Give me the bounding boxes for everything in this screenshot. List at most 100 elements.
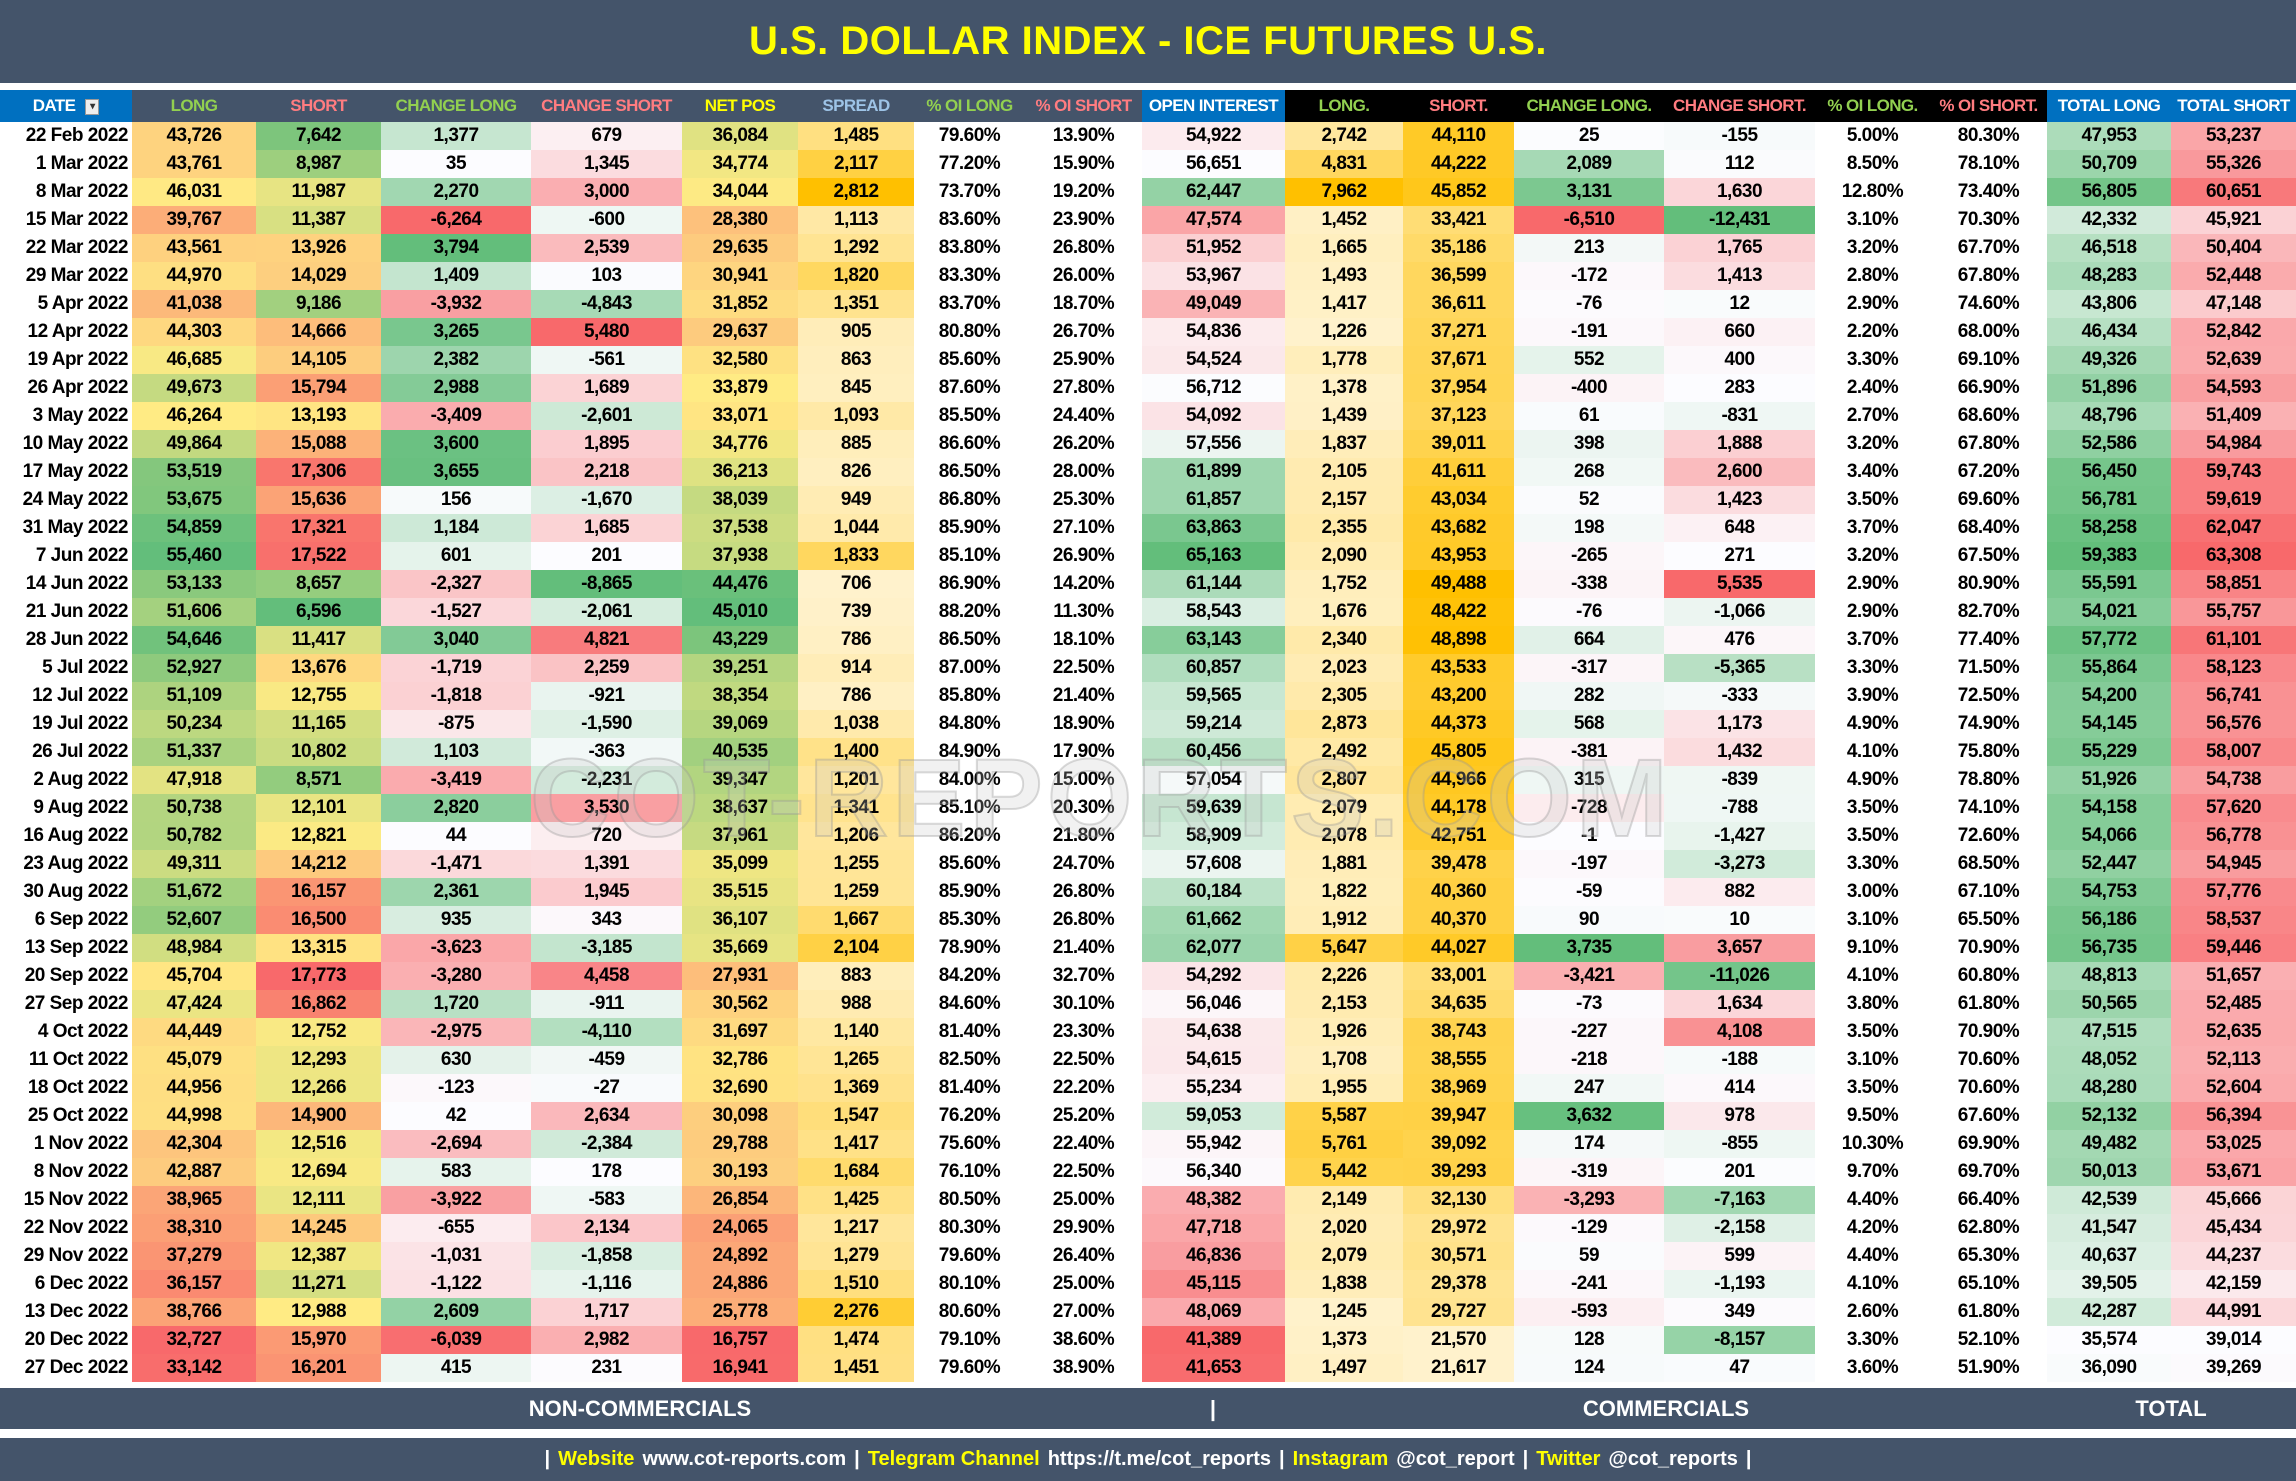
cell--oi-short: 69.60% <box>1930 486 2047 514</box>
cell--oi-short: 25.00% <box>1025 1270 1142 1298</box>
cell--oi-long: 86.90% <box>914 570 1025 598</box>
column-header-total-short[interactable]: TOTAL SHORT <box>2171 90 2296 122</box>
cell-short: 13,926 <box>256 234 381 262</box>
column-header-net-pos[interactable]: NET POS <box>682 90 798 122</box>
cell-change-short: 2,600 <box>1664 458 1815 486</box>
cell-change-short: -459 <box>531 1046 682 1074</box>
cell-change-short: 414 <box>1664 1074 1815 1102</box>
cell-change-long: -76 <box>1514 598 1664 626</box>
section-divider: | <box>1209 1396 1217 1421</box>
cell-open-interest: 59,053 <box>1142 1102 1285 1130</box>
cell-spread: 706 <box>798 570 914 598</box>
column-header--oi-short[interactable]: % OI SHORT. <box>1930 90 2047 122</box>
table-row: 20 Sep 2022 45,704 17,773 -3,280 4,458 27,931… <box>0 962 2296 990</box>
cell-net-pos: 33,879 <box>682 374 798 402</box>
cell-spread: 1,820 <box>798 262 914 290</box>
twitter-handle[interactable]: @cot_reports <box>1608 1448 1738 1470</box>
column-header-long[interactable]: LONG <box>132 90 256 122</box>
cell-short: 40,360 <box>1403 878 1514 906</box>
cell-short: 12,101 <box>256 794 381 822</box>
cell--oi-long: 80.60% <box>914 1298 1025 1326</box>
cell-long: 1,837 <box>1285 430 1403 458</box>
cell-change-short: -2,231 <box>531 766 682 794</box>
cell--oi-short: 69.10% <box>1930 346 2047 374</box>
cell-change-long: 174 <box>1514 1130 1664 1158</box>
cell--oi-short: 70.60% <box>1930 1046 2047 1074</box>
website-link[interactable]: www.cot-reports.com <box>642 1448 847 1470</box>
column-header-long[interactable]: LONG. <box>1285 90 1403 122</box>
cell--oi-long: 2.60% <box>1815 1298 1930 1326</box>
table-row: 12 Apr 2022 44,303 14,666 3,265 5,480 29,637 9… <box>0 318 2296 346</box>
column-header-change-short[interactable]: CHANGE SHORT. <box>1664 90 1815 122</box>
cell-total-short: 54,738 <box>2171 766 2296 794</box>
column-header-date[interactable]: DATE ▾ <box>0 90 132 122</box>
cell-total-short: 45,434 <box>2171 1214 2296 1242</box>
column-header--oi-long[interactable]: % OI LONG <box>914 90 1025 122</box>
column-header-change-short[interactable]: CHANGE SHORT <box>531 90 682 122</box>
cell-open-interest: 61,899 <box>1142 458 1285 486</box>
cell-long: 46,264 <box>132 402 256 430</box>
table-row: 17 May 2022 53,519 17,306 3,655 2,218 36,213 8… <box>0 458 2296 486</box>
cell-spread: 1,351 <box>798 290 914 318</box>
column-header--oi-long[interactable]: % OI LONG. <box>1815 90 1930 122</box>
filter-icon[interactable]: ▾ <box>85 98 100 115</box>
column-header-open-interest[interactable]: OPEN INTEREST <box>1142 90 1285 122</box>
cell--oi-short: 78.80% <box>1930 766 2047 794</box>
cell-long: 1,881 <box>1285 850 1403 878</box>
cell-change-long: -6,264 <box>381 206 531 234</box>
date-cell: 15 Mar 2022 <box>25 209 129 230</box>
instagram-handle[interactable]: @cot_report <box>1396 1448 1515 1470</box>
cell-change-long: -3,293 <box>1514 1186 1664 1214</box>
table-row: 27 Sep 2022 47,424 16,862 1,720 -911 30,562 98… <box>0 990 2296 1018</box>
cell-short: 11,165 <box>256 710 381 738</box>
cell-long: 39,767 <box>132 206 256 234</box>
date-cell: 26 Jul 2022 <box>32 741 128 762</box>
cell--oi-short: 62.80% <box>1930 1214 2047 1242</box>
cell-change-long: 44 <box>381 822 531 850</box>
table-row: 26 Jul 2022 51,337 10,802 1,103 -363 40,535 1,… <box>0 738 2296 766</box>
cell--oi-short: 24.70% <box>1025 850 1142 878</box>
column-header-short[interactable]: SHORT. <box>1403 90 1514 122</box>
table-row: 19 Jul 2022 50,234 11,165 -875 -1,590 39,069 1… <box>0 710 2296 738</box>
cell-short: 16,157 <box>256 878 381 906</box>
cell-short: 15,794 <box>256 374 381 402</box>
cell-spread: 786 <box>798 626 914 654</box>
cell-short: 8,571 <box>256 766 381 794</box>
cell-change-short: 271 <box>1664 542 1815 570</box>
cell--oi-short: 74.90% <box>1930 710 2047 738</box>
cell--oi-long: 83.80% <box>914 234 1025 262</box>
cell-long: 2,355 <box>1285 514 1403 542</box>
cell-long: 1,676 <box>1285 598 1403 626</box>
column-header--oi-short[interactable]: % OI SHORT <box>1025 90 1142 122</box>
cell-long: 42,304 <box>132 1130 256 1158</box>
cell-short: 17,321 <box>256 514 381 542</box>
cell-short: 49,488 <box>1403 570 1514 598</box>
cell-short: 35,186 <box>1403 234 1514 262</box>
cell-total-long: 57,772 <box>2047 626 2171 654</box>
cell-change-long: -2,327 <box>381 570 531 598</box>
section-total: TOTAL <box>2135 1396 2207 1421</box>
cell-total-short: 39,014 <box>2171 1326 2296 1354</box>
cell-total-long: 49,326 <box>2047 346 2171 374</box>
section-labels-bar: NON-COMMERCIALS | COMMERCIALS TOTAL <box>0 1388 2296 1429</box>
column-header-change-long[interactable]: CHANGE LONG. <box>1514 90 1664 122</box>
cell--oi-long: 3.40% <box>1815 458 1930 486</box>
cell--oi-long: 4.20% <box>1815 1214 1930 1242</box>
cell-net-pos: 35,669 <box>682 934 798 962</box>
column-header-spread[interactable]: SPREAD <box>798 90 914 122</box>
cell-total-short: 52,113 <box>2171 1046 2296 1074</box>
cell-total-short: 52,448 <box>2171 262 2296 290</box>
column-header-short[interactable]: SHORT <box>256 90 381 122</box>
column-header-change-long[interactable]: CHANGE LONG <box>381 90 531 122</box>
cell--oi-long: 76.20% <box>914 1102 1025 1130</box>
cell--oi-long: 3.10% <box>1815 906 1930 934</box>
telegram-link[interactable]: https://t.me/cot_reports <box>1047 1448 1272 1470</box>
cell-change-short: -1,427 <box>1664 822 1815 850</box>
cell--oi-short: 71.50% <box>1930 654 2047 682</box>
cell-change-short: 648 <box>1664 514 1815 542</box>
cell-spread: 949 <box>798 486 914 514</box>
table-row: 26 Apr 2022 49,673 15,794 2,988 1,689 33,879 8… <box>0 374 2296 402</box>
cell-short: 16,500 <box>256 906 381 934</box>
column-header-total-long[interactable]: TOTAL LONG <box>2047 90 2171 122</box>
cell--oi-long: 8.50% <box>1815 150 1930 178</box>
